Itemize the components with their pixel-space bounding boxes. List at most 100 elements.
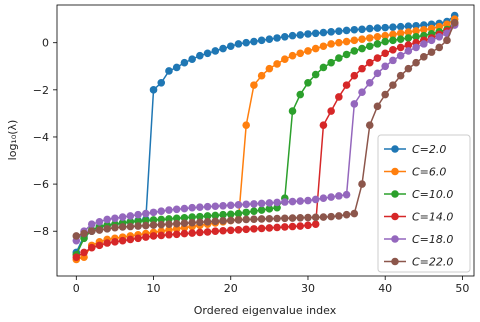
data-point (226, 42, 235, 51)
legend-item: C=18.0 (384, 233, 453, 246)
legend-label: C=6.0 (412, 166, 446, 179)
legend-swatch-marker (391, 145, 399, 153)
data-point (242, 208, 250, 217)
data-point (350, 71, 359, 80)
data-point (149, 86, 158, 94)
data-point (273, 60, 281, 68)
data-point (420, 53, 428, 61)
data-point (219, 226, 227, 235)
legend-item: C=10.0 (384, 188, 453, 201)
data-point (335, 93, 343, 101)
x-tick-label: 0 (73, 282, 80, 295)
data-point (257, 215, 266, 223)
data-point (118, 213, 127, 221)
data-point (304, 221, 312, 230)
data-point (203, 218, 212, 226)
data-point (126, 222, 135, 231)
data-point (226, 201, 235, 210)
data-point (196, 228, 204, 237)
x-axis-ticks: 0 10 20 30 40 50 (73, 276, 469, 295)
legend-label: C=18.0 (412, 233, 453, 246)
data-point (180, 58, 189, 67)
series-5 (72, 18, 459, 240)
data-point (72, 253, 81, 261)
data-point (304, 78, 312, 87)
data-point (342, 190, 351, 199)
data-point (319, 121, 328, 129)
data-point (296, 49, 305, 58)
data-point (265, 214, 274, 223)
legend-swatch-marker (391, 212, 399, 221)
legend-label: C=14.0 (412, 211, 453, 224)
data-point (234, 201, 243, 209)
data-point (188, 213, 196, 221)
data-point (373, 102, 382, 111)
data-point (250, 37, 258, 46)
data-point (273, 223, 281, 232)
data-point (103, 215, 111, 224)
data-point (234, 209, 243, 218)
data-point (203, 202, 212, 211)
data-point (103, 225, 111, 233)
data-point (188, 218, 196, 227)
x-tick-label: 40 (378, 282, 392, 295)
data-point (257, 199, 266, 208)
data-point (281, 214, 289, 223)
data-point (358, 44, 366, 53)
legend-swatch-marker (391, 190, 399, 198)
data-point (342, 37, 351, 46)
data-point (281, 55, 289, 63)
data-point (342, 210, 351, 219)
data-point (288, 214, 297, 222)
data-point (257, 206, 266, 214)
data-point (142, 233, 150, 241)
data-point (211, 211, 220, 220)
data-point (335, 27, 343, 35)
data-point (319, 42, 328, 51)
data-point (157, 78, 166, 87)
data-point (111, 223, 119, 232)
data-point (319, 28, 328, 37)
data-point (288, 222, 297, 231)
data-point (396, 51, 405, 60)
legend-item: C=14.0 (384, 211, 453, 224)
data-point (211, 227, 220, 236)
data-point (172, 63, 181, 72)
data-point (350, 100, 359, 108)
data-point (211, 47, 220, 55)
data-point (87, 220, 96, 228)
data-point (311, 220, 320, 228)
data-point (358, 88, 366, 96)
data-point (126, 235, 135, 244)
data-point (327, 40, 335, 48)
data-point (226, 216, 235, 225)
data-point (358, 25, 366, 34)
data-point (87, 227, 96, 236)
data-point (296, 222, 305, 230)
data-point (250, 81, 258, 89)
data-point (149, 232, 158, 240)
data-point (219, 201, 227, 210)
y-tick-label: 0 (42, 37, 49, 50)
data-point (389, 45, 397, 54)
data-point (342, 50, 351, 59)
data-point (296, 197, 305, 205)
data-point (427, 36, 436, 45)
data-point (358, 180, 366, 188)
data-point (381, 23, 389, 32)
data-point (257, 224, 266, 233)
data-point (365, 24, 374, 33)
y-tick-label: −2 (33, 84, 49, 97)
data-point (365, 42, 374, 51)
data-point (172, 205, 181, 214)
data-point (389, 23, 397, 31)
data-point (188, 203, 196, 212)
data-point (281, 33, 289, 41)
data-point (335, 38, 343, 47)
data-point (296, 31, 305, 39)
data-point (234, 216, 243, 224)
data-point (288, 197, 297, 206)
data-point (342, 81, 351, 89)
data-point (242, 121, 250, 129)
data-point (242, 38, 250, 47)
